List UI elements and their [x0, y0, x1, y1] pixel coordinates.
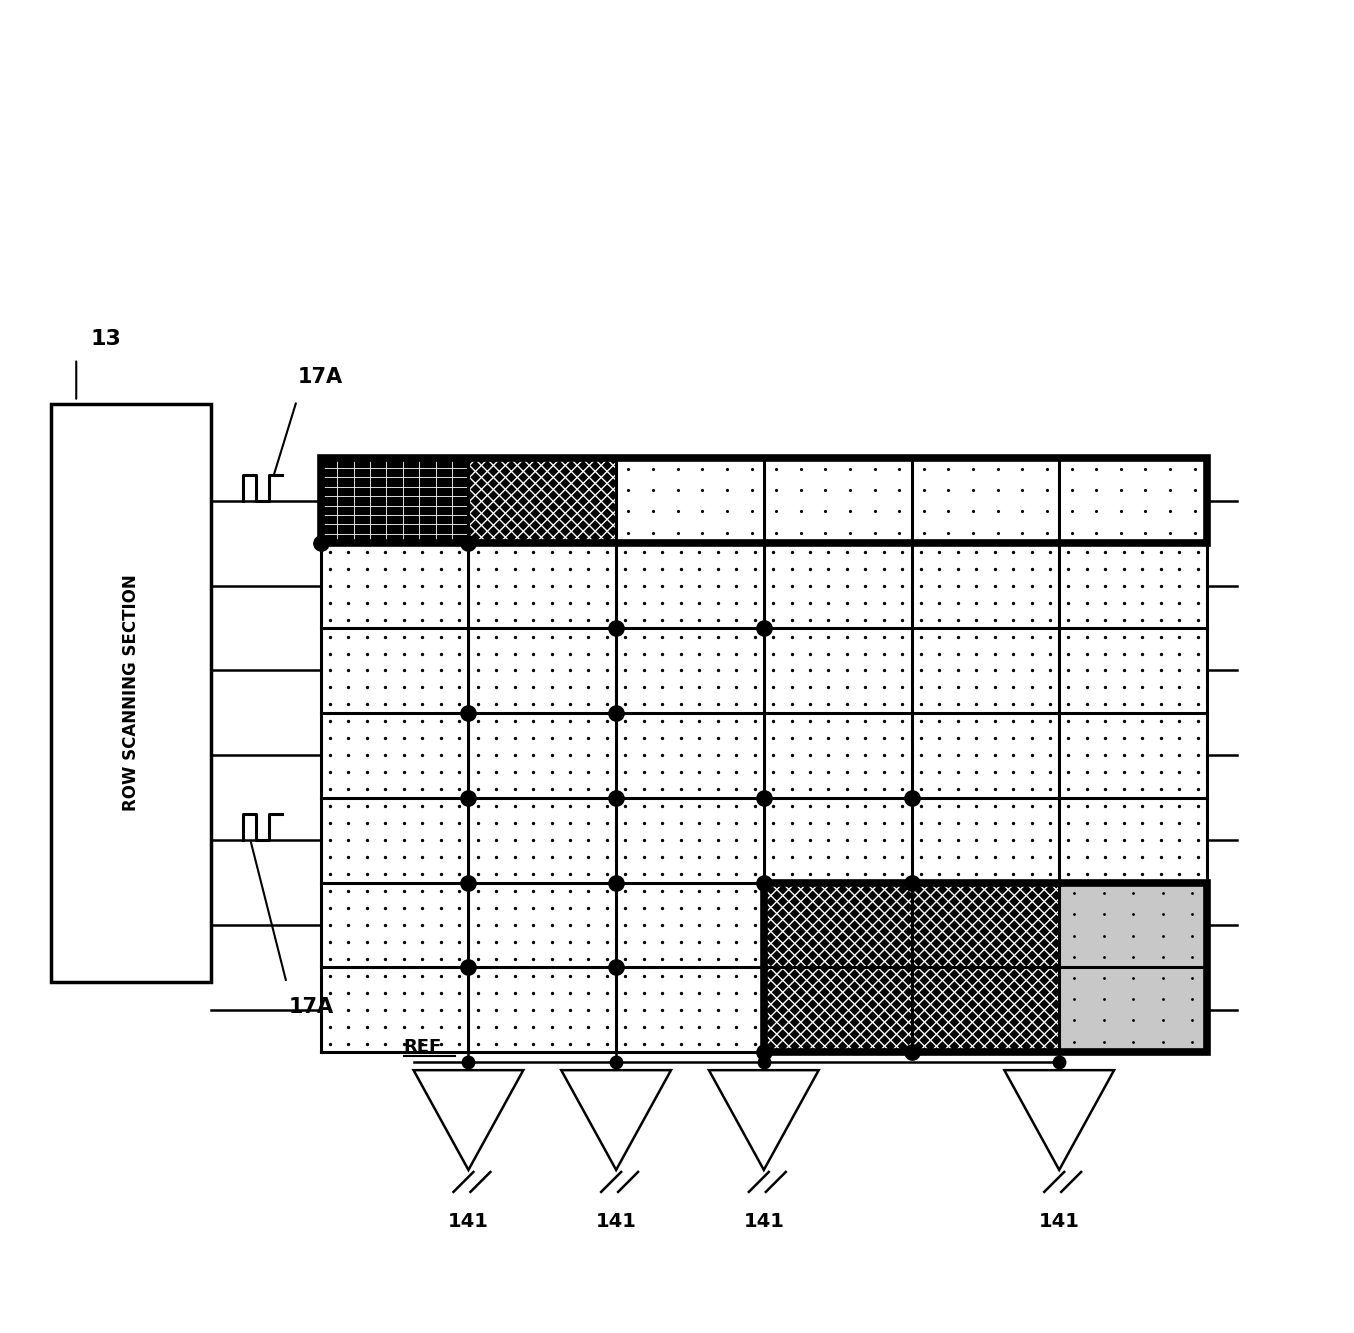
Bar [1059, 628, 1206, 713]
Bar [468, 797, 616, 882]
Bar [321, 882, 468, 968]
Bar [911, 459, 1059, 544]
Bar [1059, 544, 1206, 628]
Bar [1059, 713, 1206, 797]
Bar [911, 628, 1059, 713]
Text: 17A: 17A [298, 367, 344, 387]
Bar [51, 404, 211, 982]
Bar [468, 968, 616, 1052]
Bar [764, 628, 911, 713]
Bar [321, 713, 468, 797]
Bar [1059, 797, 1206, 882]
Bar [616, 968, 764, 1052]
Text: 141: 141 [596, 1212, 636, 1230]
Bar [321, 544, 468, 628]
Polygon shape [413, 1070, 523, 1170]
Bar [764, 968, 911, 1052]
Bar [468, 459, 616, 544]
Polygon shape [1005, 1070, 1114, 1170]
Bar [911, 713, 1059, 797]
Bar [1059, 968, 1206, 1052]
Polygon shape [562, 1070, 672, 1170]
Bar [911, 968, 1059, 1052]
Bar [764, 544, 911, 628]
Bar [911, 797, 1059, 882]
Bar [468, 544, 616, 628]
Text: 17A: 17A [288, 997, 333, 1017]
Bar [321, 459, 468, 544]
Text: REF: REF [403, 1038, 441, 1056]
Text: 13: 13 [91, 329, 122, 349]
Bar [468, 882, 616, 968]
Bar [616, 713, 764, 797]
Bar [764, 459, 911, 544]
Text: 141: 141 [448, 1212, 489, 1230]
Bar [321, 459, 1206, 544]
Bar [764, 882, 1206, 1052]
Text: ROW SCANNING SECTION: ROW SCANNING SECTION [122, 575, 141, 812]
Text: 141: 141 [743, 1212, 784, 1230]
Bar [1059, 459, 1206, 544]
Bar [321, 968, 468, 1052]
Bar [468, 713, 616, 797]
Bar [764, 797, 911, 882]
Bar [321, 628, 468, 713]
Text: 141: 141 [1039, 1212, 1079, 1230]
Bar [616, 459, 764, 544]
Bar [1059, 882, 1206, 968]
Bar [616, 797, 764, 882]
Bar [616, 544, 764, 628]
Bar [911, 882, 1059, 968]
Bar [764, 713, 911, 797]
Bar [616, 882, 764, 968]
Bar [468, 628, 616, 713]
Bar [321, 797, 468, 882]
Bar [911, 544, 1059, 628]
Bar [764, 882, 911, 968]
Bar [616, 628, 764, 713]
Polygon shape [709, 1070, 819, 1170]
